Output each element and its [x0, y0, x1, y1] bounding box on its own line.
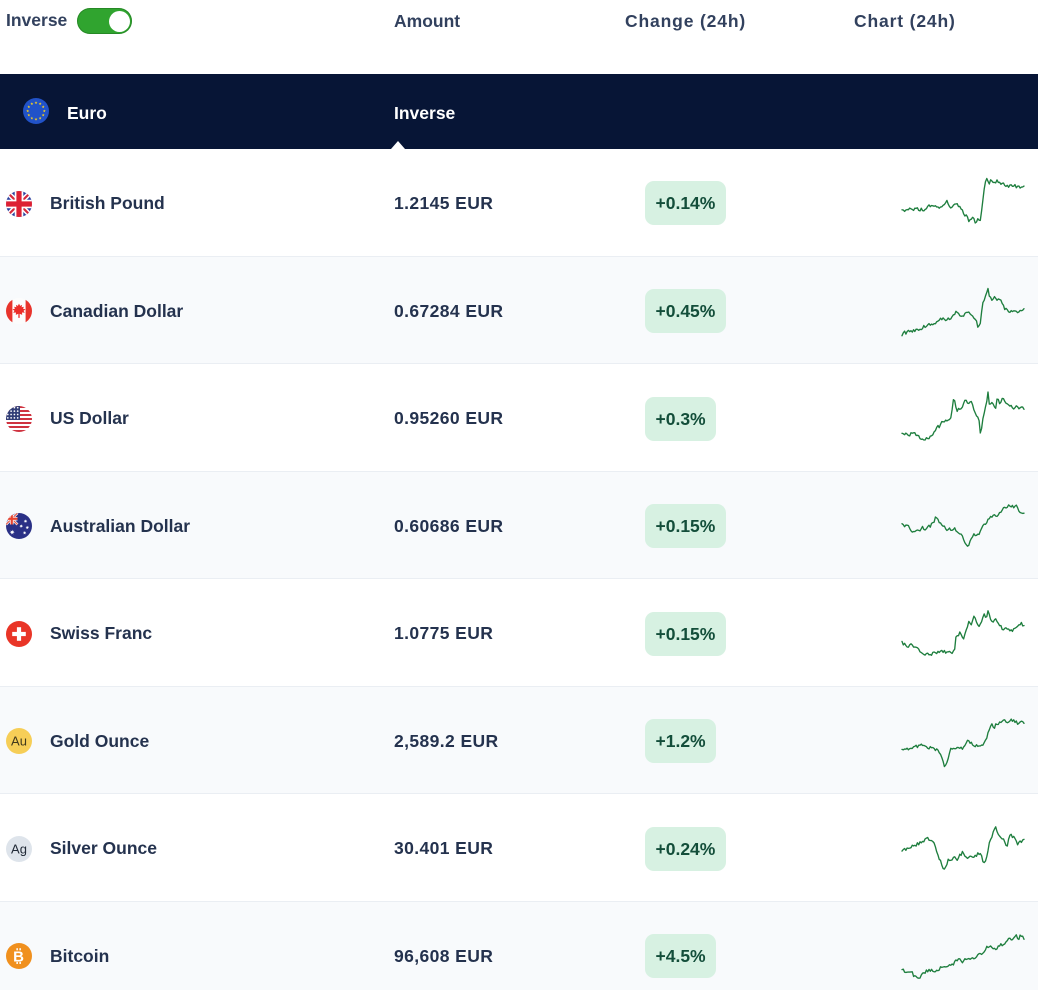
svg-text:Au: Au — [11, 734, 27, 749]
svg-text:B: B — [13, 949, 24, 966]
svg-text:Ag: Ag — [11, 841, 27, 856]
